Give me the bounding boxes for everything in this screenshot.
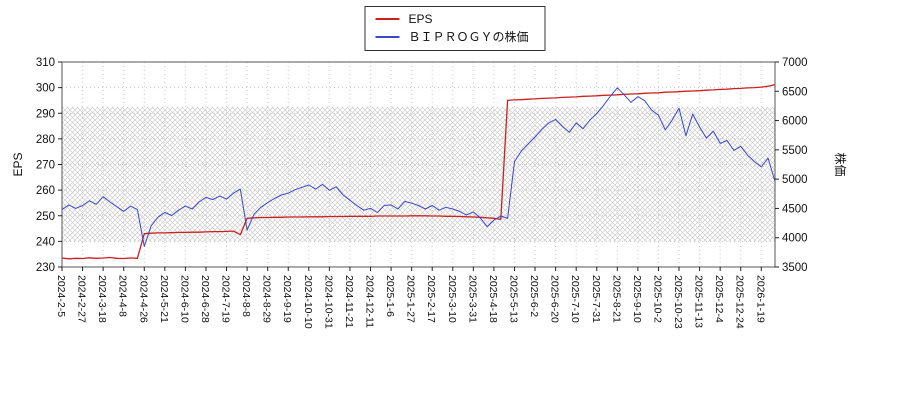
- right-axis-tick-label: 5500: [782, 145, 808, 157]
- right-axis-title: 株価: [833, 152, 848, 176]
- x-axis-tick-label: 2025-3-31: [466, 275, 478, 323]
- x-axis-tick-label: 2025-8-21: [610, 275, 622, 323]
- legend-item-stock-price: ＢＩＰＲＯＧＹの株価: [375, 30, 529, 44]
- legend-item-eps: EPS: [375, 12, 528, 26]
- eps-line-swatch: [375, 18, 400, 20]
- right-axis-tick-label: 7000: [782, 57, 808, 69]
- left-axis-tick-label: 250: [36, 211, 55, 223]
- x-axis-tick-label: 2025-6-20: [549, 275, 561, 323]
- right-axis-tick-label: 5000: [782, 174, 808, 186]
- x-axis-tick-label: 2024-2-27: [76, 275, 88, 323]
- x-axis-tick-label: 2024-4-26: [137, 275, 149, 323]
- x-axis-tick-label: 2024-5-21: [158, 275, 170, 323]
- stock-price-line: [61, 87, 776, 247]
- x-axis-tick-label: 2024-9-19: [281, 275, 293, 323]
- x-axis-tick-label: 2026-1-19: [754, 275, 766, 323]
- x-axis-tick-label: 2025-12-4: [713, 275, 725, 323]
- right-axis-tick-label: 6500: [782, 86, 808, 98]
- eps-line: [61, 83, 776, 260]
- left-axis-tick-label: 260: [36, 185, 55, 197]
- x-axis-tick-label: 2025-6-2: [528, 275, 540, 317]
- stock-price-line-swatch: [375, 36, 400, 38]
- x-axis-tick-label: 2024-6-28: [199, 275, 211, 323]
- x-axis-tick-label: 2024-4-8: [117, 275, 129, 317]
- left-axis-tick-label: 270: [36, 160, 55, 172]
- legend-label-eps: EPS: [408, 12, 433, 26]
- chart-legend: EPS ＢＩＰＲＯＧＹの株価: [364, 6, 546, 51]
- x-axis-tick-label: 2025-11-13: [693, 275, 705, 328]
- right-axis-tick-label: 6000: [782, 116, 808, 128]
- x-axis-tick-label: 2025-1-6: [384, 275, 396, 317]
- x-axis-tick-label: 2024-8-8: [240, 275, 252, 317]
- x-axis-tick-label: 2025-7-31: [590, 275, 602, 323]
- left-axis-tick-label: 230: [36, 262, 55, 274]
- forecast-hatch-band: [62, 106, 775, 242]
- left-axis-tick-label: 300: [36, 83, 55, 95]
- x-axis-tick-label: 2025-4-18: [487, 275, 499, 323]
- x-axis-tick-label: 2025-10-2: [651, 275, 663, 323]
- x-axis-tick-label: 2024-3-18: [96, 275, 108, 323]
- x-axis-tick-label: 2025-2-17: [425, 275, 437, 323]
- x-axis-tick-label: 2024-10-31: [322, 275, 334, 329]
- x-axis-tick-label: 2025-10-23: [672, 275, 684, 329]
- x-axis-tick-label: 2024-12-11: [364, 275, 376, 328]
- x-axis-tick-label: 2024-8-29: [261, 275, 273, 323]
- left-axis-tick-label: 310: [36, 57, 55, 69]
- left-axis-tick-label: 290: [36, 108, 55, 120]
- x-axis-tick-label: 2024-2-5: [55, 275, 67, 317]
- x-axis-tick-label: 2024-7-19: [220, 275, 232, 323]
- x-axis-tick-label: 2024-10-10: [302, 275, 314, 329]
- left-axis-title: EPS: [11, 152, 25, 176]
- legend-label-stock-price: ＢＩＰＲＯＧＹの株価: [408, 30, 529, 44]
- x-axis-tick-label: 2025-3-10: [446, 275, 458, 323]
- right-axis-tick-label: 4500: [782, 203, 808, 215]
- right-axis-tick-label: 3500: [782, 262, 808, 274]
- x-axis-tick-label: 2025-12-24: [734, 275, 746, 329]
- x-axis-tick-label: 2024-11-21: [343, 275, 355, 328]
- right-axis-tick-label: 4000: [782, 233, 808, 245]
- x-axis-tick-label: 2025-1-27: [405, 275, 417, 323]
- x-axis-tick-label: 2025-7-10: [569, 275, 581, 323]
- left-axis-tick-label: 240: [36, 236, 55, 248]
- x-axis-tick-label: 2024-6-10: [178, 275, 190, 323]
- left-axis-tick-label: 280: [36, 134, 55, 146]
- x-axis-tick-label: 2025-5-13: [507, 275, 519, 323]
- x-axis-tick-label: 2025-9-10: [631, 275, 643, 323]
